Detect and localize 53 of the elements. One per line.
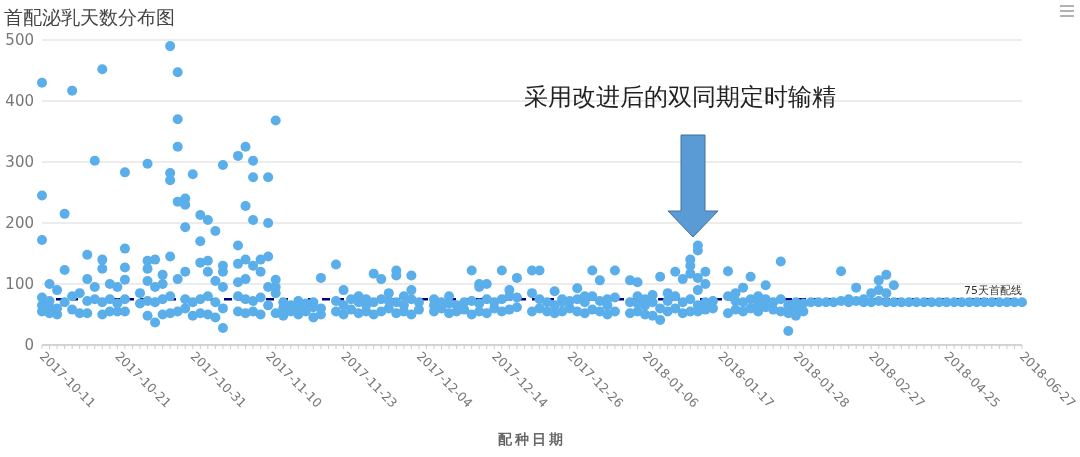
point bbox=[202, 255, 213, 266]
x-axis-title: 配种日期 bbox=[498, 431, 566, 447]
point bbox=[157, 269, 168, 280]
point bbox=[172, 67, 183, 78]
point bbox=[180, 222, 191, 233]
point bbox=[172, 141, 183, 152]
point bbox=[248, 214, 259, 225]
y-tick-label: 200 bbox=[5, 214, 34, 232]
point bbox=[142, 255, 153, 266]
y-tick-label: 100 bbox=[5, 275, 34, 293]
point bbox=[263, 172, 274, 183]
point bbox=[240, 254, 251, 265]
point bbox=[255, 254, 266, 265]
point bbox=[44, 279, 55, 289]
point bbox=[195, 236, 206, 247]
point bbox=[240, 200, 251, 211]
point bbox=[119, 167, 130, 178]
point bbox=[270, 115, 281, 126]
point bbox=[700, 266, 711, 277]
point bbox=[82, 249, 93, 260]
point bbox=[217, 160, 228, 171]
point bbox=[119, 262, 130, 273]
point bbox=[233, 240, 243, 251]
point bbox=[195, 210, 206, 221]
ref-line-label: 75天首配线 bbox=[964, 284, 1022, 298]
y-tick-label: 500 bbox=[5, 31, 34, 49]
point bbox=[248, 172, 259, 183]
annotation: 采用改进后的双同期定时输精 bbox=[524, 83, 836, 111]
point bbox=[263, 218, 274, 228]
chart-title: 首配泌乳天数分布图 bbox=[4, 6, 175, 28]
point bbox=[270, 274, 281, 285]
point bbox=[165, 167, 176, 178]
y-tick-label: 0 bbox=[24, 336, 34, 354]
point bbox=[240, 141, 251, 152]
point bbox=[119, 243, 130, 254]
point bbox=[202, 214, 213, 225]
point bbox=[97, 64, 108, 75]
point bbox=[97, 254, 108, 265]
point bbox=[142, 158, 153, 169]
point bbox=[233, 150, 243, 161]
point bbox=[406, 270, 417, 281]
y-tick-label: 300 bbox=[5, 153, 34, 171]
point bbox=[37, 190, 47, 201]
point bbox=[248, 155, 259, 166]
point bbox=[37, 235, 47, 246]
point bbox=[210, 225, 221, 236]
point bbox=[165, 41, 176, 52]
point bbox=[172, 114, 183, 125]
y-tick-label: 400 bbox=[5, 92, 34, 110]
point bbox=[37, 77, 47, 88]
point bbox=[632, 277, 643, 288]
point bbox=[233, 258, 243, 269]
point bbox=[692, 272, 703, 283]
